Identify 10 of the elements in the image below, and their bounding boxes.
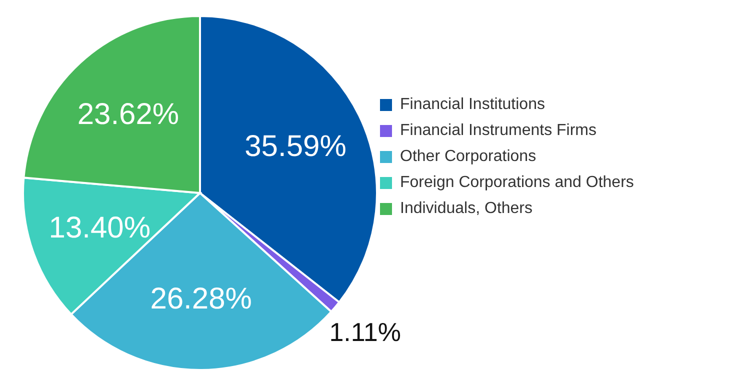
data-label: 13.40% <box>48 211 151 244</box>
data-label: 26.28% <box>150 282 252 316</box>
legend-label: Financial Instruments Firms <box>400 121 596 141</box>
data-label: 23.62% <box>77 98 180 132</box>
data-label: 1.11% <box>329 317 402 348</box>
legend-label: Financial Institutions <box>400 95 545 115</box>
legend-label: Individuals, Others <box>400 199 533 219</box>
legend-label: Foreign Corporations and Others <box>400 173 634 193</box>
legend-label: Other Corporations <box>400 147 536 167</box>
data-label: 35.59% <box>244 130 346 164</box>
